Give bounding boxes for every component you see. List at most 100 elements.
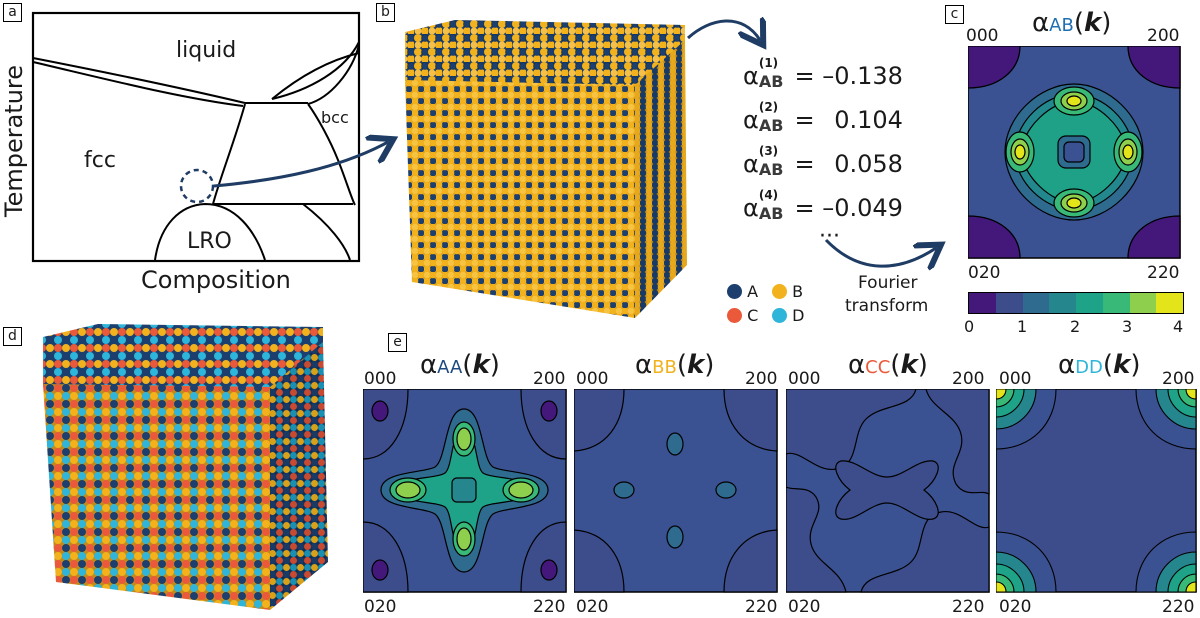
alpha-eq-4: =	[794, 194, 815, 222]
map-dd-corner-200: 200	[1162, 369, 1195, 389]
alpha-symbol: α	[743, 150, 759, 178]
map-ab-corner-200: 200	[1147, 26, 1180, 46]
legend-c: C	[727, 305, 758, 325]
alpha-symbol: α	[743, 62, 759, 90]
panel-label-b: b	[376, 3, 395, 22]
colorbar-tick-1: 1	[1017, 317, 1028, 336]
arrow-to-alpha	[686, 21, 760, 40]
map-aa-corner-200: 200	[533, 369, 566, 389]
legend-label-a: A	[747, 282, 759, 301]
colorbar-seg	[1102, 293, 1130, 313]
colorbar-tick-3: 3	[1122, 317, 1133, 336]
legend: A B C D	[727, 281, 837, 331]
alpha-ellipsis: ···	[819, 224, 840, 249]
legend-label-b: B	[792, 282, 804, 301]
legend-a: A	[727, 281, 758, 301]
map-cc-corner-000: 000	[788, 369, 821, 389]
map-aa-corner-220: 220	[533, 597, 566, 617]
colorbar-seg	[1022, 293, 1050, 313]
region-bcc: bcc	[321, 108, 349, 127]
alpha-symbol: α	[743, 194, 759, 222]
map-bb-title: αBB(k)	[635, 350, 715, 380]
map-aa-corner-020: 020	[364, 597, 397, 617]
legend-d: D	[772, 305, 804, 325]
alpha-values: α (1) AB = –0.138 α (2) AB = 0.104 α (3) AB = …	[743, 56, 943, 260]
fourier-label-2: transform	[845, 296, 929, 316]
region-lro: LRO	[187, 229, 232, 254]
colorbar-seg	[995, 293, 1023, 313]
alpha-line-1: α (1) AB = –0.138	[743, 56, 903, 91]
map-cc-corner-020: 020	[788, 597, 821, 617]
colorbar-seg	[969, 293, 996, 313]
alpha-sub-4: AB	[758, 204, 784, 223]
map-aa-corner-000: 000	[364, 369, 397, 389]
map-ab-corner-220: 220	[1147, 263, 1180, 283]
map-ab-title: αAB(k)	[1032, 8, 1112, 38]
arrow-to-b	[213, 142, 388, 188]
colorbar-seg	[1076, 293, 1103, 313]
colorbar-tick-0: 0	[964, 317, 975, 336]
arrow-fourier	[824, 238, 936, 266]
alpha-line-4: α (4) AB = –0.049	[743, 188, 903, 223]
panel-label-c: c	[945, 5, 964, 24]
map-bb-corner-200: 200	[745, 369, 778, 389]
alpha-sub-2: AB	[758, 116, 784, 135]
legend-dot-d	[772, 308, 787, 323]
map-dd-corner-220: 220	[1162, 597, 1195, 617]
x-axis-label: Composition	[141, 266, 291, 294]
legend-dot-a	[727, 284, 742, 299]
legend-dot-c	[727, 308, 742, 323]
colorbar-tick-2: 2	[1070, 317, 1081, 336]
legend-label-c: C	[747, 306, 759, 325]
region-fcc: fcc	[84, 148, 116, 173]
fourier-label-1: Fourier	[858, 273, 918, 293]
map-aa-title: αAA(k)	[420, 350, 500, 380]
map-ab-corner-000: 000	[966, 26, 999, 46]
map-cc	[786, 389, 990, 593]
colorbar-seg	[1129, 293, 1157, 313]
panel-label-e: e	[388, 333, 407, 352]
alpha-line-3: α (3) AB = 0.058	[743, 144, 903, 179]
alpha-line-2: α (2) AB = 0.104	[743, 100, 903, 135]
map-cc-corner-200: 200	[952, 369, 985, 389]
alpha-value-3: 0.058	[834, 150, 903, 178]
map-dd-corner-000: 000	[999, 369, 1032, 389]
alpha-order-1: (1)	[758, 56, 779, 70]
legend-dot-b	[772, 284, 787, 299]
map-dd-title: αDD(k)	[1058, 350, 1141, 380]
alpha-eq-2: =	[794, 106, 815, 134]
alpha-sub-3: AB	[758, 160, 784, 179]
map-bb	[574, 389, 778, 593]
atomic-cube-binary	[405, 20, 687, 318]
colorbar-tick-4: 4	[1173, 317, 1184, 336]
alpha-symbol: α	[743, 106, 759, 134]
colorbar-seg	[1156, 293, 1183, 313]
alpha-order-3: (3)	[758, 144, 779, 158]
alpha-value-2: 0.104	[834, 106, 903, 134]
atomic-cube-quaternary	[43, 324, 328, 610]
alpha-eq-1: =	[794, 62, 815, 90]
alpha-value-1: –0.138	[822, 62, 903, 90]
legend-b: B	[772, 281, 803, 301]
map-bb-corner-220: 220	[745, 597, 778, 617]
map-dd-corner-020: 020	[999, 597, 1032, 617]
map-cc-corner-220: 220	[952, 597, 985, 617]
map-cc-title: αCC(k)	[848, 350, 928, 380]
alpha-value-4: –0.049	[822, 194, 903, 222]
phase-diagram	[31, 11, 361, 263]
alpha-eq-3: =	[794, 150, 815, 178]
map-ab-corner-020: 020	[968, 263, 1001, 283]
map-ab	[968, 46, 1181, 259]
map-bb-corner-020: 020	[576, 597, 609, 617]
panel-label-a: a	[3, 3, 22, 22]
map-aa	[363, 389, 567, 593]
colorbar-seg	[1049, 293, 1076, 313]
panel-label-d: d	[3, 327, 22, 346]
alpha-sub-1: AB	[758, 72, 784, 91]
colorbar	[968, 292, 1184, 314]
map-bb-corner-000: 000	[576, 369, 609, 389]
map-dd	[996, 389, 1197, 593]
alpha-order-4: (4)	[758, 188, 779, 202]
region-liquid: liquid	[176, 38, 237, 63]
